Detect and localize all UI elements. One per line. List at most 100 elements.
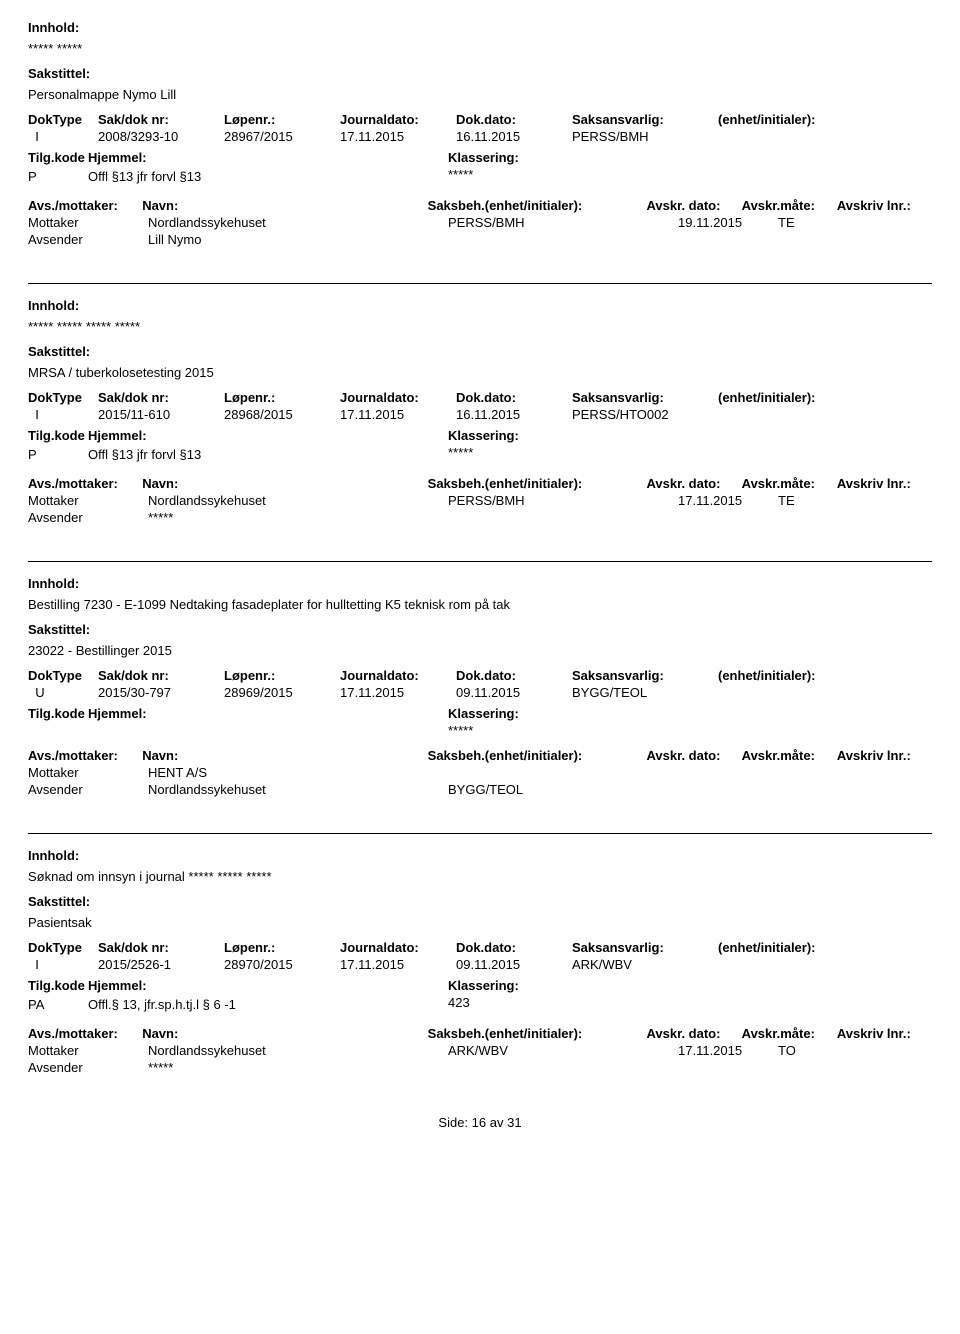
tilgkode-label: Tilg.kode	[28, 978, 88, 993]
saksansvarlig-header: Saksansvarlig:	[572, 390, 712, 405]
klassering-label: Klassering:	[448, 978, 932, 993]
tilgkode-label: Tilg.kode	[28, 428, 88, 443]
footer-total: 31	[507, 1115, 521, 1130]
party-avskrmate	[778, 1060, 878, 1075]
enhet-value	[718, 407, 858, 422]
sakdoknr-header: Sak/dok nr:	[98, 112, 218, 127]
party-avskrdato: 19.11.2015	[678, 215, 778, 230]
saksansvarlig-header: Saksansvarlig:	[572, 940, 712, 955]
party-role: Avsender	[28, 782, 148, 797]
sakdoknr-value: 2015/11-610	[98, 407, 218, 422]
party-row: Avsender *****	[28, 1060, 932, 1075]
journal-record: Innhold:Bestilling 7230 - E-1099 Nedtaki…	[28, 576, 932, 797]
tilgkode-value: P	[28, 447, 88, 462]
tilg-klass-row: Tilg.kode Hjemmel: Klassering: *****	[28, 706, 932, 738]
journaldato-value: 17.11.2015	[340, 129, 450, 144]
journaldato-header: Journaldato:	[340, 668, 450, 683]
hjemmel-label: Hjemmel:	[88, 150, 448, 165]
doktype-value: I	[28, 407, 92, 422]
lopenr-header: Løpenr.:	[224, 390, 334, 405]
footer-av: av	[490, 1115, 504, 1130]
klassering-label: Klassering:	[448, 150, 932, 165]
innhold-value: Søknad om innsyn i journal ***** ***** *…	[28, 869, 932, 884]
innhold-value: Bestilling 7230 - E-1099 Nedtaking fasad…	[28, 597, 932, 612]
party-role: Avsender	[28, 510, 148, 525]
meta-header-row: DokType Sak/dok nr: Løpenr.: Journaldato…	[28, 390, 932, 405]
party-avskrdato	[678, 232, 778, 247]
party-saksbeh: ARK/WBV	[448, 1043, 678, 1058]
saksansvarlig-value: BYGG/TEOL	[572, 685, 712, 700]
tilgkode-label: Tilg.kode	[28, 150, 88, 165]
journal-record: Innhold:***** *****Sakstittel:Personalma…	[28, 20, 932, 247]
journaldato-header: Journaldato:	[340, 940, 450, 955]
party-avskrdato	[678, 510, 778, 525]
sakstittel-label: Sakstittel:	[28, 66, 932, 81]
saksansvarlig-value: PERSS/BMH	[572, 129, 712, 144]
party-avskrmate: TE	[778, 493, 878, 508]
avskrdato-header: Avskr. dato:	[647, 476, 742, 491]
navn-header: Navn:	[142, 1026, 427, 1041]
party-row: Mottaker Nordlandssykehuset PERSS/BMH 19…	[28, 215, 932, 230]
dokdato-value: 16.11.2015	[456, 129, 566, 144]
tilg-klass-row: Tilg.kode Hjemmel: PA Offl.§ 13, jfr.sp.…	[28, 978, 932, 1016]
party-role: Mottaker	[28, 493, 148, 508]
hjemmel-label: Hjemmel:	[88, 978, 448, 993]
sakdoknr-header: Sak/dok nr:	[98, 390, 218, 405]
party-navn: Lill Nymo	[148, 232, 448, 247]
journaldato-value: 17.11.2015	[340, 407, 450, 422]
sakstittel-label: Sakstittel:	[28, 894, 932, 909]
hjemmel-value: Offl §13 jfr forvl §13	[88, 447, 448, 462]
footer-side-label: Side:	[438, 1115, 468, 1130]
avskrdato-header: Avskr. dato:	[647, 198, 742, 213]
avskrmate-header: Avskr.måte:	[742, 1026, 837, 1041]
journal-record: Innhold:***** ***** ***** *****Sakstitte…	[28, 298, 932, 525]
record-divider	[28, 833, 932, 834]
sakstittel-value: Personalmappe Nymo Lill	[28, 87, 932, 102]
sakdoknr-value: 2008/3293-10	[98, 129, 218, 144]
doktype-header: DokType	[28, 112, 92, 127]
party-navn: Nordlandssykehuset	[148, 1043, 448, 1058]
dokdato-header: Dok.dato:	[456, 112, 566, 127]
party-saksbeh: PERSS/BMH	[448, 215, 678, 230]
saksansvarlig-header: Saksansvarlig:	[572, 668, 712, 683]
innhold-value: ***** ***** ***** *****	[28, 319, 932, 334]
party-navn: *****	[148, 1060, 448, 1075]
lopenr-value: 28969/2015	[224, 685, 334, 700]
tilgkode-value: PA	[28, 997, 88, 1012]
tilgkode-value: P	[28, 169, 88, 184]
party-navn: HENT A/S	[148, 765, 448, 780]
klassering-value: *****	[448, 167, 932, 182]
party-header-row: Avs./mottaker: Navn: Saksbeh.(enhet/init…	[28, 1026, 932, 1041]
lopenr-value: 28970/2015	[224, 957, 334, 972]
lopenr-header: Løpenr.:	[224, 940, 334, 955]
enhet-header: (enhet/initialer):	[718, 940, 858, 955]
meta-value-row: I 2015/2526-1 28970/2015 17.11.2015 09.1…	[28, 957, 932, 972]
dokdato-value: 09.11.2015	[456, 957, 566, 972]
avskrivlnr-header: Avskriv lnr.:	[837, 476, 932, 491]
avskrivlnr-header: Avskriv lnr.:	[837, 1026, 932, 1041]
enhet-value	[718, 129, 858, 144]
dokdato-value: 16.11.2015	[456, 407, 566, 422]
sakdoknr-header: Sak/dok nr:	[98, 668, 218, 683]
avskrivlnr-header: Avskriv lnr.:	[837, 748, 932, 763]
avsmottaker-header: Avs./mottaker:	[28, 748, 142, 763]
saksbeh-header: Saksbeh.(enhet/initialer):	[428, 748, 647, 763]
lopenr-value: 28968/2015	[224, 407, 334, 422]
page-footer: Side: 16 av 31	[28, 1115, 932, 1130]
journal-record: Innhold:Søknad om innsyn i journal *****…	[28, 848, 932, 1075]
klassering-value: *****	[448, 445, 932, 460]
meta-value-row: U 2015/30-797 28969/2015 17.11.2015 09.1…	[28, 685, 932, 700]
dokdato-header: Dok.dato:	[456, 390, 566, 405]
tilgkode-label: Tilg.kode	[28, 706, 88, 721]
klassering-value: 423	[448, 995, 932, 1010]
doktype-header: DokType	[28, 390, 92, 405]
sakdoknr-value: 2015/30-797	[98, 685, 218, 700]
tilg-klass-row: Tilg.kode Hjemmel: P Offl §13 jfr forvl …	[28, 428, 932, 466]
enhet-value	[718, 957, 858, 972]
meta-value-row: I 2008/3293-10 28967/2015 17.11.2015 16.…	[28, 129, 932, 144]
party-header-row: Avs./mottaker: Navn: Saksbeh.(enhet/init…	[28, 198, 932, 213]
party-role: Mottaker	[28, 765, 148, 780]
enhet-value	[718, 685, 858, 700]
sakdoknr-value: 2015/2526-1	[98, 957, 218, 972]
tilg-klass-row: Tilg.kode Hjemmel: P Offl §13 jfr forvl …	[28, 150, 932, 188]
